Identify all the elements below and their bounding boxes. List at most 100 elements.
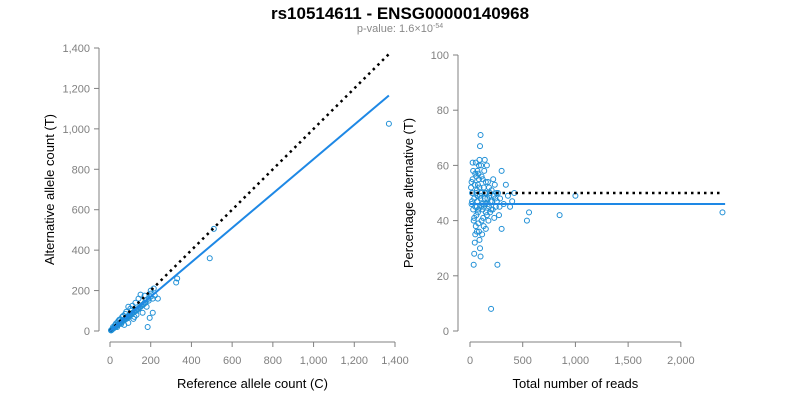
right-y-tick-label: 20 xyxy=(437,271,449,283)
left-y-axis-label: Alternative allele count (T) xyxy=(42,114,57,265)
left-data-point xyxy=(133,311,140,318)
right-data-point xyxy=(474,167,481,174)
right-data-point xyxy=(477,195,484,202)
right-data-point xyxy=(469,176,476,183)
right-data-point xyxy=(502,181,509,188)
left-x-tick-label: 1,400 xyxy=(381,355,409,367)
left-x-tick-label: 200 xyxy=(142,355,160,367)
left-data-point xyxy=(385,120,392,127)
right-data-point xyxy=(476,236,483,243)
right-data-point xyxy=(472,159,479,166)
right-data-point xyxy=(526,209,533,216)
right-data-point xyxy=(483,162,490,169)
left-x-tick-label: 400 xyxy=(182,355,200,367)
left-data-point xyxy=(130,315,137,322)
right-data-point xyxy=(504,192,511,199)
right-data-point xyxy=(470,261,477,268)
right-data-point xyxy=(476,184,483,191)
left-y-tick-label: 400 xyxy=(72,245,90,257)
left-x-tick-label: 1,000 xyxy=(300,355,328,367)
left-y-tick-label: 600 xyxy=(72,205,90,217)
left-y-tick-label: 0 xyxy=(84,326,90,338)
p-value-exponent: -54 xyxy=(433,23,444,30)
right-data-point xyxy=(490,192,497,199)
right-data-point xyxy=(481,167,488,174)
left-y-tick-label: 1,000 xyxy=(62,124,90,136)
right-data-point xyxy=(477,192,484,199)
right-data-point xyxy=(498,225,505,232)
left-y-tick-label: 1,400 xyxy=(62,43,90,55)
right-y-tick-label: 80 xyxy=(437,105,449,117)
right-data-point xyxy=(470,217,477,224)
right-data-point xyxy=(494,190,501,196)
right-x-tick-label: 2,000 xyxy=(667,355,695,367)
left-fit-line xyxy=(109,94,390,332)
right-data-point xyxy=(482,225,489,232)
right-data-point xyxy=(488,305,495,312)
right-data-point xyxy=(477,132,484,139)
chart-subtitle: p-value: 1.6×10-54 xyxy=(0,23,800,35)
left-x-tick-label: 0 xyxy=(107,355,113,367)
right-x-tick-label: 1,000 xyxy=(562,355,590,367)
right-data-point xyxy=(484,178,491,185)
left-y-tick-label: 1,200 xyxy=(62,83,90,95)
right-data-point xyxy=(495,212,502,219)
right-data-point xyxy=(482,178,489,185)
right-data-point xyxy=(491,181,498,188)
right-data-point xyxy=(481,156,488,163)
right-data-point xyxy=(498,167,505,174)
left-x-tick-label: 800 xyxy=(264,355,282,367)
right-x-tick-label: 1,500 xyxy=(614,355,642,367)
left-data-point xyxy=(173,279,180,286)
right-data-point xyxy=(479,206,486,213)
right-data-point xyxy=(471,214,478,221)
right-data-point xyxy=(478,162,485,169)
p-value-text: p-value: 1.6×10 xyxy=(356,23,433,35)
right-data-point xyxy=(468,178,475,185)
right-data-point xyxy=(477,245,484,252)
right-y-tick-label: 100 xyxy=(431,50,449,62)
left-data-point xyxy=(146,314,153,321)
right-data-point xyxy=(491,214,498,221)
right-data-point xyxy=(471,181,478,188)
right-y-axis-label: Percentage alternative (T) xyxy=(401,118,416,268)
right-x-axis-label: Total number of reads xyxy=(513,376,639,391)
left-x-axis-label: Reference allele count (C) xyxy=(177,376,328,391)
right-x-tick-label: 500 xyxy=(514,355,532,367)
right-y-tick-label: 40 xyxy=(437,216,449,228)
right-data-point xyxy=(479,231,486,238)
left-data-point xyxy=(174,275,181,282)
left-x-tick-label: 1,200 xyxy=(341,355,369,367)
left-data-point xyxy=(206,255,213,262)
right-data-point xyxy=(509,198,516,205)
right-data-point xyxy=(507,203,514,210)
right-data-point xyxy=(477,253,484,260)
right-data-point xyxy=(477,143,484,150)
right-data-point xyxy=(469,190,476,196)
left-data-point xyxy=(125,303,132,310)
left-data-point xyxy=(137,291,144,298)
chart-title: rs10514611 - ENSG00000140968 xyxy=(270,4,530,23)
right-data-point xyxy=(490,176,497,183)
left-data-point xyxy=(121,321,128,328)
right-y-tick-label: 0 xyxy=(443,326,449,338)
right-x-tick-label: 0 xyxy=(467,355,473,367)
left-y-tick-label: 200 xyxy=(72,286,90,298)
right-data-point xyxy=(497,195,504,202)
right-data-point xyxy=(719,209,726,216)
right-data-point xyxy=(474,209,481,216)
right-data-point xyxy=(473,228,480,235)
right-data-point xyxy=(556,212,563,219)
right-data-point xyxy=(474,198,481,205)
right-data-point xyxy=(471,250,478,257)
left-data-point xyxy=(144,323,151,330)
left-data-point xyxy=(139,309,146,316)
left-data-point xyxy=(149,309,156,316)
right-data-point xyxy=(480,184,487,191)
right-y-tick-label: 60 xyxy=(437,160,449,172)
left-data-point xyxy=(154,295,161,302)
right-data-point xyxy=(485,217,492,224)
right-data-point xyxy=(480,214,487,221)
left-data-point xyxy=(147,287,154,294)
